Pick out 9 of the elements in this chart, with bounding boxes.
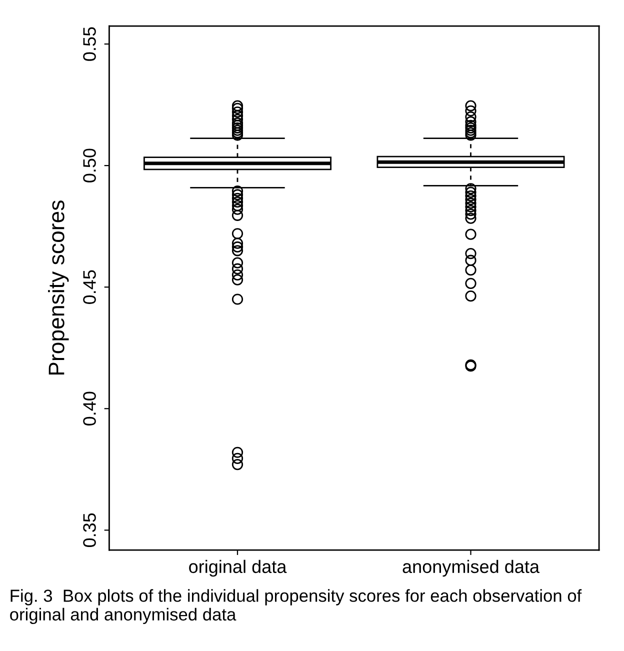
y-tick-label: 0.55 [83, 27, 96, 61]
y-tick-label: 0.40 [83, 392, 96, 426]
y-tick-label: 0.50 [83, 148, 96, 182]
caption: Fig. 3 Box plots of the individual propensity scores for each observation of original and anonymised data [10, 589, 582, 624]
x-tick-label: anonymised data [402, 560, 540, 577]
y-tick-label: 0.45 [83, 270, 96, 304]
x-tick-label: original data [189, 560, 287, 577]
y-tick-label: 0.35 [83, 513, 96, 548]
y-axis-title: Propensity scores [48, 200, 69, 375]
